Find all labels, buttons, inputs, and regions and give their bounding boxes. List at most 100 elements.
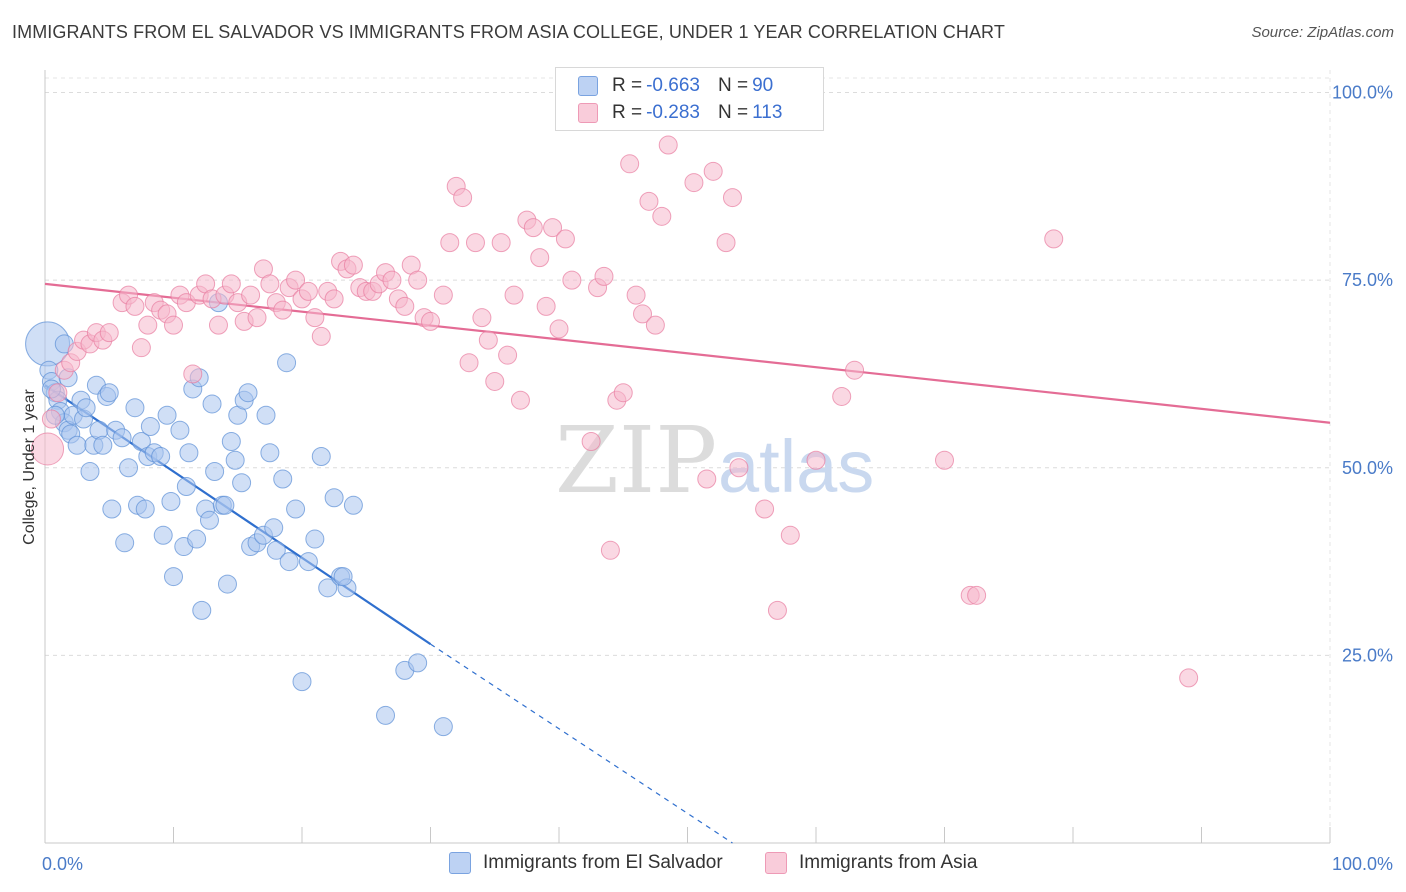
data-point <box>421 311 440 331</box>
series-swatch-el-salvador <box>449 852 471 874</box>
data-point <box>179 443 199 463</box>
legend-r-label: R = <box>612 75 643 96</box>
y-tick-label: 100.0% <box>1332 83 1393 103</box>
data-point <box>472 308 492 328</box>
legend-r-label: R = <box>612 102 643 123</box>
data-point <box>755 499 775 519</box>
data-point <box>536 296 556 316</box>
watermark: ZIP <box>555 407 717 514</box>
data-point <box>465 233 485 253</box>
data-point <box>76 398 96 418</box>
data-point <box>697 469 717 489</box>
data-point <box>176 477 196 497</box>
data-point <box>324 289 344 309</box>
data-point <box>543 218 563 238</box>
data-point <box>324 488 344 508</box>
data-point <box>205 462 225 482</box>
data-point <box>780 525 800 545</box>
data-point <box>408 653 428 673</box>
data-point <box>600 540 620 560</box>
y-axis-label: College, Under 1 year <box>21 389 38 545</box>
data-point <box>247 308 267 328</box>
data-point <box>170 420 190 440</box>
series-legend: Immigrants from El Salvador Immigrants f… <box>0 852 1406 878</box>
data-point <box>138 315 158 335</box>
data-point <box>376 705 396 725</box>
legend-r-value: -0.663 <box>646 75 700 96</box>
data-point <box>555 229 575 249</box>
legend-swatch-el-salvador <box>578 76 598 96</box>
data-point <box>164 567 183 587</box>
data-point <box>202 394 222 414</box>
data-point <box>260 443 280 463</box>
data-point <box>485 371 505 391</box>
data-point <box>395 296 415 316</box>
data-point <box>256 405 276 425</box>
data-point <box>645 315 665 335</box>
data-point <box>199 510 219 530</box>
trend-line-extension <box>430 643 733 844</box>
data-point <box>119 458 139 478</box>
data-point <box>102 499 122 519</box>
data-point <box>613 383 633 403</box>
series-name-asia: Immigrants from Asia <box>799 852 978 873</box>
data-point <box>273 469 293 489</box>
y-tick-label: 75.0% <box>1342 270 1393 290</box>
data-point <box>433 717 453 737</box>
data-point <box>93 435 113 455</box>
data-point <box>703 161 723 181</box>
data-point <box>459 353 479 373</box>
data-point <box>183 364 203 384</box>
data-point <box>80 462 100 482</box>
chart-title: IMMIGRANTS FROM EL SALVADOR VS IMMIGRANT… <box>12 22 1005 42</box>
data-point <box>440 233 460 253</box>
data-point <box>41 409 61 429</box>
data-point <box>151 447 171 466</box>
data-point <box>311 326 331 346</box>
data-point <box>845 360 865 380</box>
data-point <box>115 533 135 553</box>
data-point <box>286 499 306 519</box>
data-point <box>292 672 312 692</box>
data-point <box>832 386 852 406</box>
legend-row-el-salvador: R = -0.663 N = 90 <box>578 73 773 99</box>
data-point <box>221 274 241 294</box>
data-point <box>273 300 293 320</box>
data-point <box>131 338 151 358</box>
chart-source: Source: ZipAtlas.com <box>1251 24 1394 41</box>
data-point <box>652 206 672 226</box>
data-point <box>722 188 742 208</box>
data-point <box>510 390 530 410</box>
data-point <box>581 431 601 451</box>
data-point <box>192 600 212 620</box>
x-tick-label-min: 0.0% <box>42 854 83 874</box>
data-point <box>225 450 245 470</box>
data-point <box>626 285 646 305</box>
data-point <box>639 191 659 211</box>
data-point <box>806 450 826 470</box>
data-point <box>48 383 68 403</box>
data-point <box>164 315 183 335</box>
data-point <box>491 233 511 253</box>
data-point <box>478 330 498 350</box>
data-point <box>31 432 65 466</box>
series-legend-asia: Immigrants from Asia <box>765 852 977 874</box>
x-tick-labels: 0.0% 100.0% <box>42 854 1393 874</box>
data-point <box>298 281 318 301</box>
data-point <box>266 540 286 560</box>
series-swatch-asia <box>765 852 787 874</box>
trend-line <box>44 282 1331 424</box>
data-point <box>498 345 518 365</box>
y-tick-label: 25.0% <box>1342 645 1393 665</box>
data-point <box>716 233 736 253</box>
data-point <box>935 450 954 470</box>
legend-n-value: 90 <box>752 75 774 96</box>
data-point <box>279 552 299 572</box>
data-point <box>408 270 428 290</box>
data-point <box>238 383 258 403</box>
legend-n-label: N = <box>717 102 749 123</box>
data-point <box>453 188 473 208</box>
legend-n-label: N = <box>717 75 749 96</box>
data-points <box>25 135 1199 737</box>
